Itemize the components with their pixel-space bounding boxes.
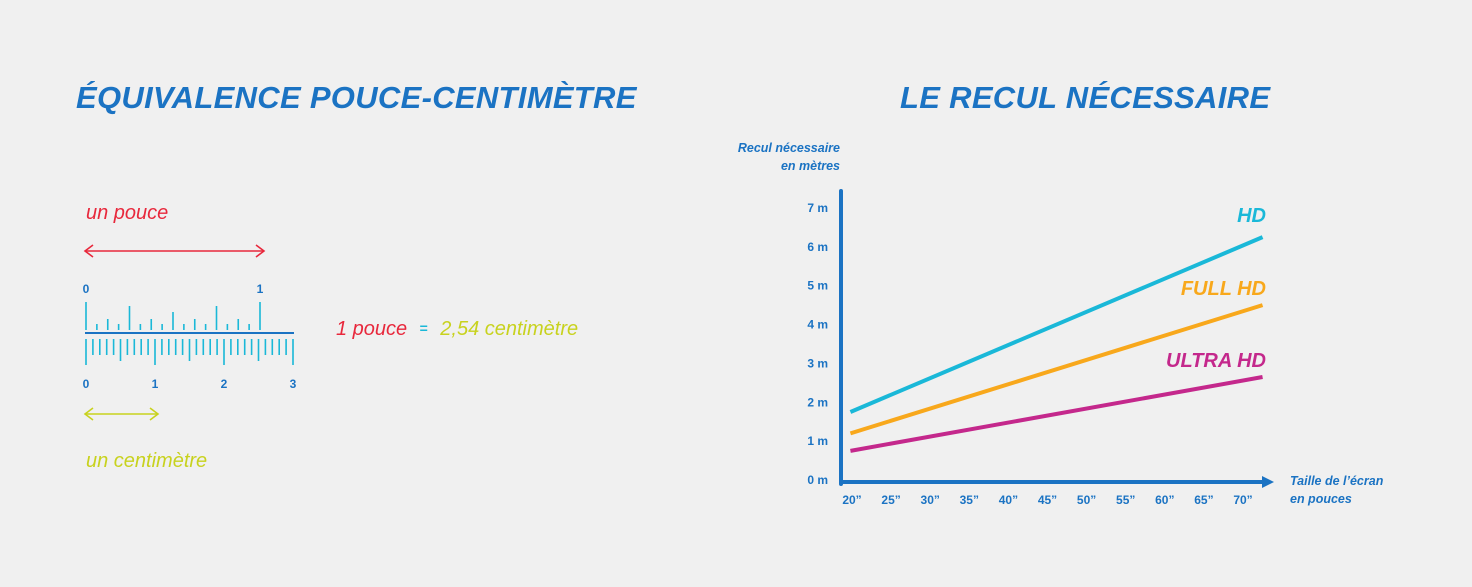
equation-rhs: 2,54 centimètre xyxy=(440,318,579,340)
x-tick-label: 70” xyxy=(1233,493,1252,507)
right-title: LE RECUL NÉCESSAIRE xyxy=(900,80,1271,115)
y-axis-label-line1: Recul nécessaire xyxy=(737,141,840,155)
x-tick-label: 25” xyxy=(881,493,900,507)
series-line-ultra-hd xyxy=(850,375,1263,453)
x-tick-label: 50” xyxy=(1077,493,1096,507)
x-axis-label-line2: en pouces xyxy=(1290,492,1352,506)
series-line-hd xyxy=(849,235,1264,414)
y-tick-label: 7 m xyxy=(807,201,828,215)
y-tick-label: 5 m xyxy=(807,279,828,293)
left-title: ÉQUIVALENCE POUCE-CENTIMÈTRE xyxy=(76,80,637,115)
y-tick-label: 3 m xyxy=(807,356,828,370)
cm-ticks xyxy=(85,339,294,365)
cm-label: un centimètre xyxy=(86,450,208,472)
series-label-ultra-hd: ULTRA HD xyxy=(1166,350,1266,372)
cm-arrow xyxy=(83,407,160,421)
ruler-diagram: 0 1 0 1 2 3 xyxy=(83,244,297,391)
cm-scale-2: 2 xyxy=(221,377,228,391)
series-label-full-hd: FULL HD xyxy=(1181,278,1266,300)
inch-scale-0: 0 xyxy=(83,282,90,296)
y-tick-label: 1 m xyxy=(807,434,828,448)
x-tick-label: 60” xyxy=(1155,493,1174,507)
y-tick-label: 2 m xyxy=(807,395,828,409)
inch-label: un pouce xyxy=(86,202,169,224)
y-axis-label: Recul nécessaire en mètres xyxy=(700,139,840,175)
x-tick-label: 65” xyxy=(1194,493,1213,507)
x-axis-arrowhead xyxy=(1262,476,1274,488)
equation-lhs: 1 pouce xyxy=(336,318,408,340)
x-axis-label: Taille de l’écran en pouces xyxy=(1290,472,1383,508)
x-tick-label: 55” xyxy=(1116,493,1135,507)
cm-scale-3: 3 xyxy=(290,377,297,391)
y-tick-label: 0 m xyxy=(807,473,828,487)
inch-arrow xyxy=(83,244,266,258)
cm-scale-1: 1 xyxy=(152,377,159,391)
inch-scale-1: 1 xyxy=(257,282,264,296)
y-tick-label: 4 m xyxy=(807,318,828,332)
x-tick-label: 20” xyxy=(842,493,861,507)
x-axis-label-line1: Taille de l’écran xyxy=(1290,474,1384,488)
series-line-full-hd xyxy=(849,303,1264,436)
inch-ticks xyxy=(85,302,261,330)
x-tick-label: 30” xyxy=(921,493,940,507)
x-tick-label: 45” xyxy=(1038,493,1057,507)
y-axis-label-line2: en mètres xyxy=(780,159,840,173)
x-tick-label: 35” xyxy=(960,493,979,507)
x-tick-label: 40” xyxy=(999,493,1018,507)
series-label-hd: HD xyxy=(1237,205,1266,227)
y-tick-label: 6 m xyxy=(807,240,828,254)
equation: 1 pouce = 2,54 centimètre xyxy=(336,318,578,341)
cm-scale-0: 0 xyxy=(83,377,90,391)
equation-equals: = xyxy=(419,320,428,336)
